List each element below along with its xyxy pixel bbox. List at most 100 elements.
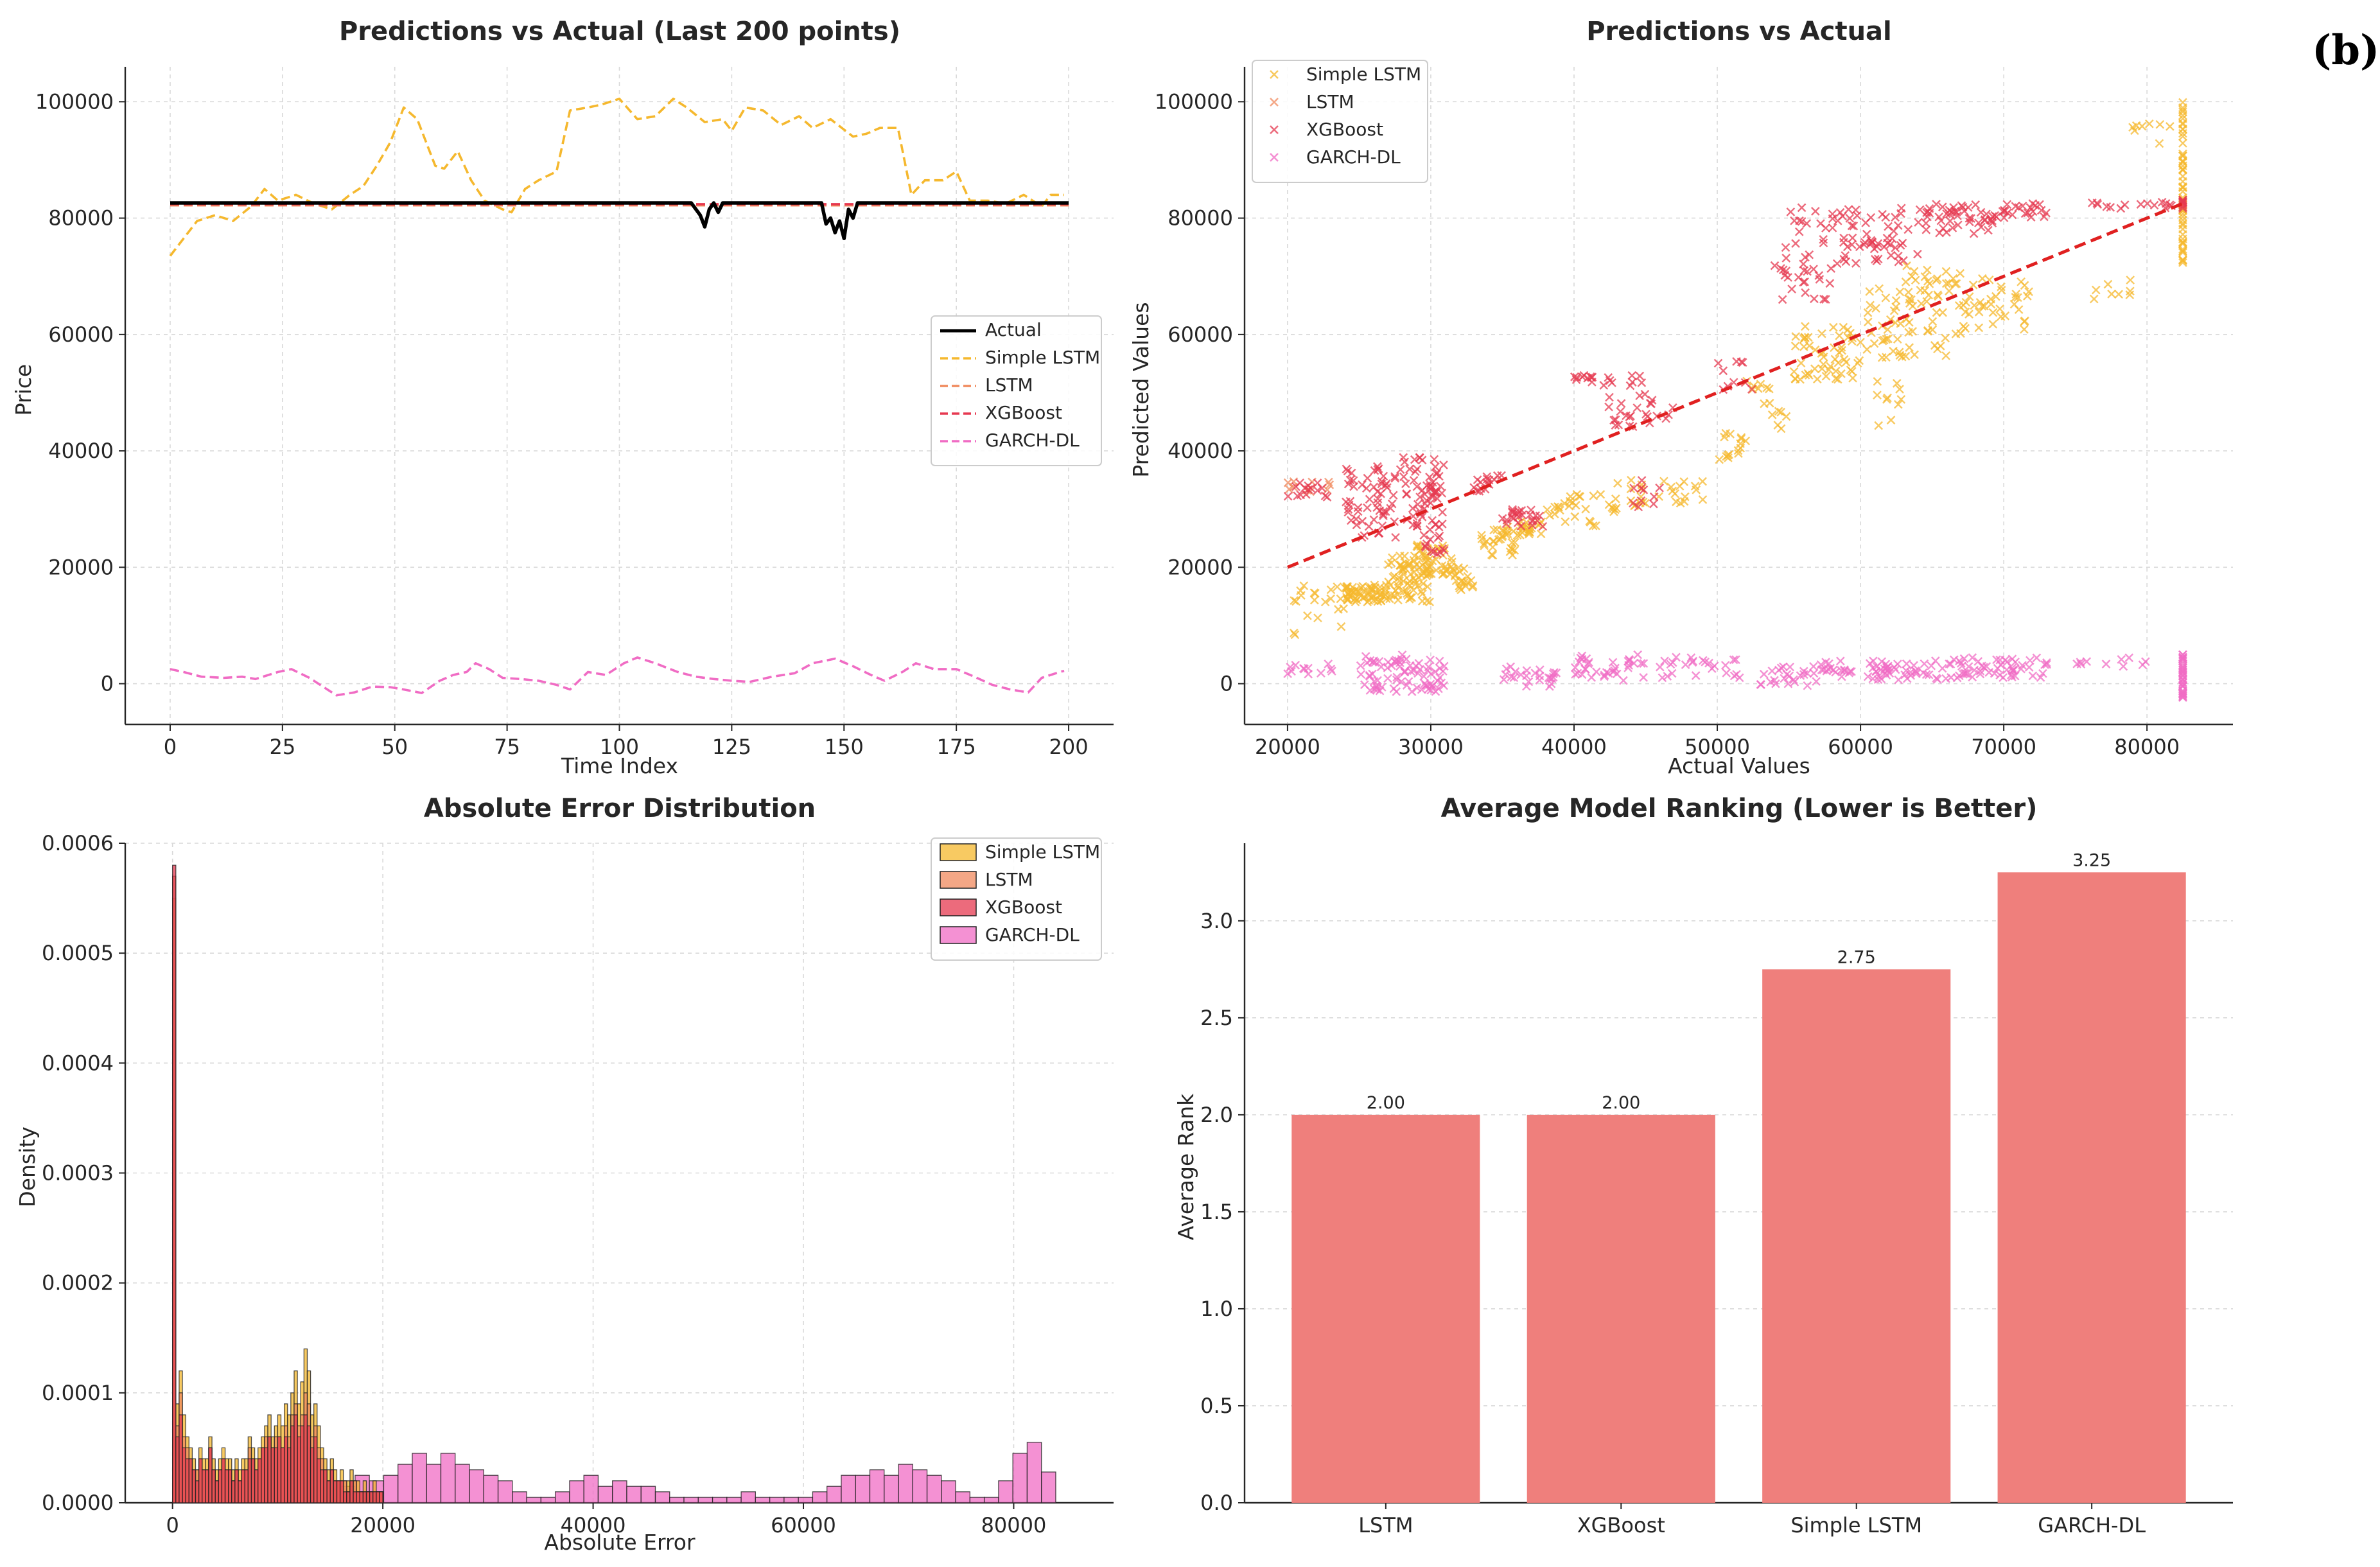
scatter-point-garch-dl <box>1894 675 1903 685</box>
ranking-category-label: XGBoost <box>1577 1513 1665 1537</box>
histogram-legend-label: XGBoost <box>985 897 1062 918</box>
scatter-point-garch-dl <box>1506 662 1516 671</box>
scatter-point-simple-lstm <box>1796 358 1806 368</box>
scatter-point-xgboost <box>1971 200 1981 209</box>
scatter-point-simple-lstm <box>1313 613 1322 623</box>
scatter-point-simple-lstm <box>1791 332 1801 341</box>
scatter-point-xgboost <box>1320 491 1330 500</box>
scatter-point-xgboost <box>1632 403 1642 412</box>
histogram-bar-xgboost <box>362 1491 367 1503</box>
scatter-point-simple-lstm <box>1679 477 1689 486</box>
histogram-bar-xgboost <box>300 1425 304 1503</box>
scatter-point-garch-dl <box>2117 654 2126 664</box>
scatter-point-simple-lstm <box>1417 597 1427 606</box>
scatter-point-xgboost <box>1369 515 1379 525</box>
scatter-point-xgboost <box>1433 533 1443 543</box>
scatter-point-simple-lstm <box>1723 451 1733 460</box>
histogram-ytick-label: 0.0002 <box>42 1271 114 1295</box>
scatter-point-simple-lstm <box>1419 569 1428 578</box>
panel-label: (b) <box>2312 26 2379 74</box>
histogram-bar-xgboost <box>241 1469 245 1503</box>
ranking-category-label: LSTM <box>1358 1513 1413 1537</box>
scatter-point-garch-dl <box>1655 662 1665 672</box>
scatter-point-garch-dl <box>1372 685 1382 694</box>
ranking-ytick-label: 3.0 <box>1200 909 1233 933</box>
scatter-point-xgboost <box>1396 465 1405 475</box>
scatter-point-simple-lstm <box>1951 329 1961 338</box>
scatter-point-simple-lstm <box>1801 371 1810 380</box>
scatter-point-simple-lstm <box>1950 279 1960 288</box>
scatter-point-simple-lstm <box>1839 322 1848 332</box>
scatter-point-garch-dl <box>1639 659 1649 668</box>
histogram-bar-xgboost <box>346 1491 351 1503</box>
scatter-point-garch-dl <box>1812 677 1821 686</box>
histogram-bar-garch-dl <box>912 1469 928 1503</box>
scatter-point-xgboost <box>1729 378 1738 387</box>
histogram-bar-xgboost <box>329 1469 335 1503</box>
scatter-point-simple-lstm <box>1543 505 1552 514</box>
scatter-point-simple-lstm <box>1895 287 1905 297</box>
timeseries-xtick-label: 200 <box>1049 735 1089 759</box>
scatter-point-simple-lstm <box>2178 245 2187 254</box>
scatter-point-simple-lstm <box>2103 279 2113 289</box>
scatter-point-garch-dl <box>1600 670 1609 680</box>
scatter-point-garch-dl <box>1587 673 1597 682</box>
scatter-point-garch-dl <box>2178 689 2187 699</box>
histogram-bar-garch-dl <box>855 1475 871 1503</box>
scatter-legend-swatch <box>1270 98 1279 107</box>
scatter-point-xgboost <box>1611 415 1620 425</box>
scatter-point-simple-lstm <box>2166 121 2174 131</box>
scatter-point-xgboost <box>1839 254 1849 264</box>
scatter-point-simple-lstm <box>1720 432 1729 442</box>
scatter-point-simple-lstm <box>1566 492 1575 501</box>
scatter-point-garch-dl <box>1964 662 1973 671</box>
scatter-point-xgboost <box>1343 507 1353 517</box>
scatter-point-simple-lstm <box>1767 410 1777 419</box>
scatter-point-garch-dl <box>1404 677 1413 687</box>
histogram-bar-garch-dl <box>512 1491 527 1503</box>
scatter-point-garch-dl <box>1968 672 1977 682</box>
ranking-title: Average Model Ranking (Lower is Better) <box>1441 794 2038 823</box>
scatter-point-garch-dl <box>1390 656 1399 666</box>
scatter-point-xgboost <box>2011 202 2020 211</box>
scatter-point-xgboost <box>1388 491 1398 500</box>
scatter-point-xgboost <box>1517 505 1527 515</box>
scatter-point-xgboost <box>1571 375 1581 385</box>
scatter-point-garch-dl <box>1660 656 1669 666</box>
timeseries-ytick-label: 60000 <box>48 322 114 347</box>
scatter-point-xgboost <box>1361 484 1371 493</box>
scatter-point-simple-lstm <box>1804 371 1814 380</box>
histogram-bar-garch-dl <box>941 1480 956 1503</box>
scatter-point-simple-lstm <box>1734 449 1743 458</box>
scatter-point-simple-lstm <box>1413 542 1422 551</box>
histogram-bar-xgboost <box>247 1458 252 1503</box>
scatter-point-simple-lstm <box>1903 288 1913 297</box>
scatter-point-simple-lstm <box>1448 565 1458 573</box>
scatter-point-garch-dl <box>1688 658 1697 667</box>
scatter-point-xgboost <box>1365 495 1374 504</box>
scatter-point-garch-dl <box>1434 684 1443 694</box>
scatter-point-simple-lstm <box>1422 582 1432 591</box>
scatter-point-xgboost <box>1363 503 1372 512</box>
scatter-point-xgboost <box>1935 228 1944 238</box>
scatter-point-xgboost <box>1949 203 1958 212</box>
histogram-legend-swatch <box>940 926 977 944</box>
scatter-point-simple-lstm <box>1336 622 1346 631</box>
scatter-point-xgboost <box>1370 466 1379 475</box>
histogram-bar-garch-dl <box>1026 1442 1042 1503</box>
scatter-point-simple-lstm <box>1812 374 1822 384</box>
scatter-point-garch-dl <box>1658 673 1667 683</box>
scatter-point-simple-lstm <box>1938 308 1947 317</box>
scatter-point-xgboost <box>1363 473 1372 483</box>
scatter-point-garch-dl <box>1900 670 1910 679</box>
scatter-point-garch-dl <box>1324 660 1333 669</box>
scatter-point-xgboost <box>1781 243 1790 252</box>
scatter-point-simple-lstm <box>1974 323 1984 333</box>
scatter-point-simple-lstm <box>1466 575 1476 585</box>
scatter-point-simple-lstm <box>1496 534 1505 544</box>
scatter-point-simple-lstm <box>2126 276 2135 285</box>
scatter-point-simple-lstm <box>1863 308 1873 317</box>
ranking-value-label: 2.00 <box>1367 1093 1405 1113</box>
scatter-point-simple-lstm <box>1668 486 1677 496</box>
scatter-point-xgboost <box>1873 254 1883 264</box>
